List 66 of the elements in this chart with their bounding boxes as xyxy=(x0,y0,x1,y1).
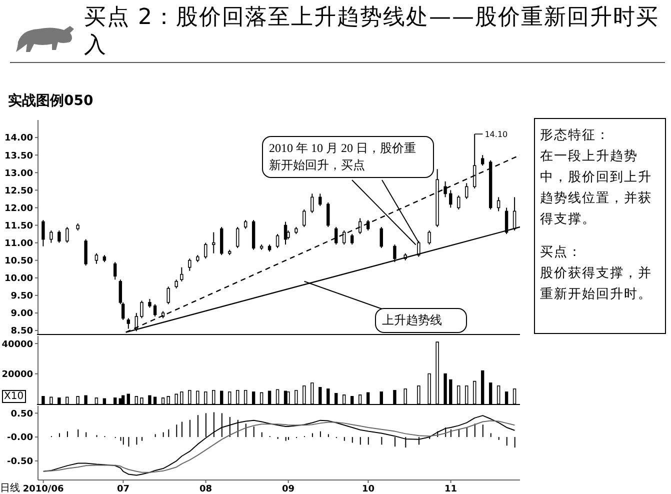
candlestick xyxy=(84,238,88,266)
candlestick xyxy=(58,230,61,244)
y-tick-label: 12.50 xyxy=(4,186,33,196)
y-tick-label: -0.00 xyxy=(7,433,33,444)
candlestick xyxy=(457,194,460,210)
candlestick xyxy=(113,262,117,280)
candlestick xyxy=(94,252,98,264)
x-tick-label: 11 xyxy=(444,484,458,494)
candlestick xyxy=(204,242,208,260)
candlestick xyxy=(236,226,240,249)
text: 日线 xyxy=(0,481,20,494)
text: 买点： xyxy=(540,244,583,262)
candlestick xyxy=(50,230,53,244)
chart-subtitle: 实战图例050 xyxy=(8,92,94,110)
candlestick xyxy=(350,234,354,246)
candlestick xyxy=(180,266,184,282)
candlestick xyxy=(318,193,322,206)
candlestick xyxy=(212,232,216,254)
chart-title: 买点 2：股价回落至上升趋势线处——股价重新回升时买入 xyxy=(84,4,660,60)
candlestick xyxy=(140,300,144,319)
candlestick xyxy=(66,226,69,244)
candlestick xyxy=(449,190,452,208)
y-tick-label: 10.50 xyxy=(4,256,33,267)
y-tick-label: 10.00 xyxy=(4,274,33,284)
annotation: 14.10 xyxy=(484,130,508,140)
candlestick xyxy=(480,154,484,166)
text: 在一段上升趋势中，股价回到上升趋势线位置，并获得支撑。 xyxy=(540,148,653,229)
candlestick xyxy=(428,230,431,246)
annotation: 上升趋势线 xyxy=(375,308,467,333)
x-tick-label: 2010/06 xyxy=(22,484,64,494)
candlestick xyxy=(302,208,306,228)
x-tick-label: 07 xyxy=(116,484,130,494)
annotation: 2010 年 10 月 20 日，股价重新开始回升，买点 xyxy=(262,136,434,178)
y-tick-label: -0.50 xyxy=(7,457,33,468)
y-tick-label: 13.00 xyxy=(4,168,33,179)
y-tick-label: 13.50 xyxy=(4,151,33,162)
candlestick xyxy=(380,226,383,249)
y-tick-label: 14.00 xyxy=(4,134,33,144)
y-tick-label: 20000 xyxy=(2,370,33,380)
y-tick-label: 9.50 xyxy=(10,292,33,302)
candlestick xyxy=(465,182,468,200)
y-tick-label: 11.00 xyxy=(4,238,33,249)
candlestick xyxy=(153,304,157,317)
x-tick-label: 08 xyxy=(200,484,212,494)
text: 股价获得支撑，并重新开始回升时。 xyxy=(540,265,653,304)
y-axis-title: X10 xyxy=(2,390,26,403)
candlestick xyxy=(276,234,280,249)
text: 形态特征： xyxy=(540,127,611,145)
y-tick-label: 11.50 xyxy=(4,221,33,232)
candlestick xyxy=(188,258,192,272)
x-tick-label: 10 xyxy=(362,484,374,494)
candlestick xyxy=(496,196,500,212)
candlestick xyxy=(393,244,396,263)
x-tick-label: 09 xyxy=(282,484,295,494)
y-tick-label: 12.00 xyxy=(4,204,33,214)
y-tick-label: 8.50 xyxy=(10,326,33,337)
candlestick xyxy=(126,318,130,330)
y-tick-label: 0.50 xyxy=(10,409,33,420)
candlestick xyxy=(166,286,170,305)
candlestick xyxy=(326,202,330,228)
candlestick xyxy=(310,193,314,214)
y-tick-label: 9.00 xyxy=(10,309,33,320)
candlestick xyxy=(444,180,447,198)
candlestick xyxy=(42,219,45,247)
y-tick-label: 40000 xyxy=(2,340,33,350)
candlestick xyxy=(417,240,420,258)
